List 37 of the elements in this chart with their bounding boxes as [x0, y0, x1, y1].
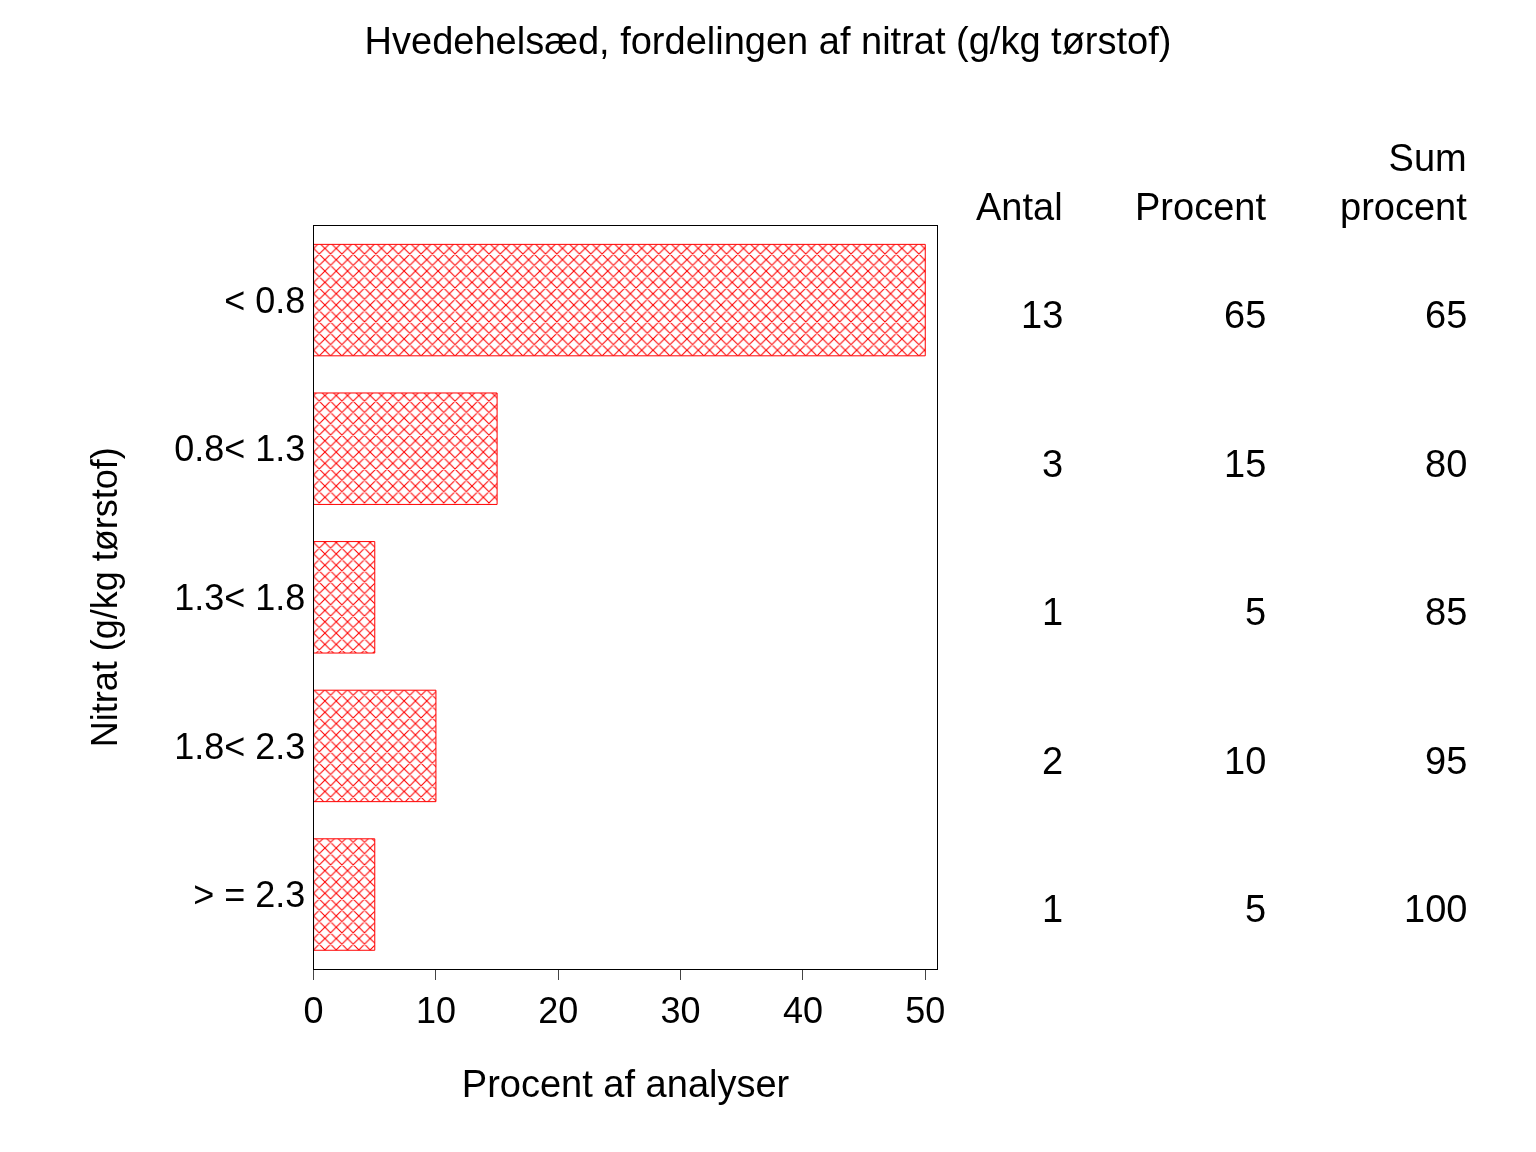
text: 5 — [1245, 888, 1267, 930]
bar — [313, 541, 376, 654]
text: 100 — [1404, 888, 1468, 930]
text: 2 — [1042, 740, 1064, 782]
text: Sum procent — [1340, 137, 1468, 229]
x-tick-label: 0 — [303, 990, 324, 1032]
bar — [313, 689, 437, 803]
text: 85 — [1425, 591, 1468, 633]
text: Procent — [1135, 186, 1267, 228]
bar — [313, 392, 498, 505]
y-tick-label: 1.8< 2.3 — [174, 725, 306, 767]
bar — [313, 243, 926, 357]
x-tick-label: 30 — [660, 990, 701, 1032]
text: 13 — [1021, 294, 1064, 336]
x-tick-label: 40 — [782, 990, 823, 1032]
text: 80 — [1425, 443, 1468, 485]
x-axis-title: Procent af analyser — [461, 1063, 790, 1106]
y-axis-title: Nitrat (g/kg tørstof) — [84, 447, 126, 748]
chart-title: Hvedehelsæd, fordelingen af nitrat (g/kg tørstof) — [364, 19, 1172, 62]
text: 3 — [1042, 443, 1064, 485]
text: 10 — [1224, 740, 1267, 782]
y-tick-label: 0.8< 1.3 — [174, 428, 306, 470]
x-tick-label: 50 — [905, 990, 946, 1032]
text: 65 — [1425, 294, 1468, 336]
x-tick-label: 10 — [415, 990, 456, 1032]
bar — [313, 838, 376, 951]
y-tick-label: < 0.8 — [224, 279, 306, 321]
y-tick-label: > = 2.3 — [193, 874, 306, 916]
text: 5 — [1245, 591, 1267, 633]
text: 65 — [1224, 294, 1267, 336]
y-tick-label: 1.3< 1.8 — [174, 576, 306, 618]
x-tick-label: 20 — [538, 990, 579, 1032]
text: 15 — [1224, 443, 1267, 485]
text: Antal — [976, 186, 1063, 228]
text: 1 — [1042, 888, 1064, 930]
text: 1 — [1042, 591, 1064, 633]
text: 95 — [1425, 740, 1468, 782]
